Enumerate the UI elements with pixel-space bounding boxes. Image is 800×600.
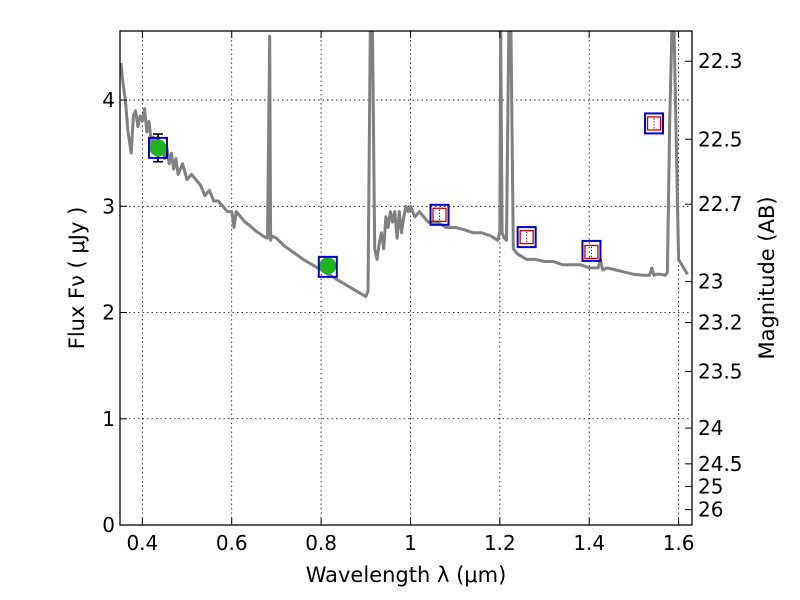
x-axis-title: Wavelength λ (μm) [306, 563, 507, 587]
upper-limit-square [584, 244, 599, 260]
magnitude-tick-label: 22.7 [698, 192, 743, 216]
x-tick-label: 1.6 [663, 531, 695, 555]
x-tick-label: 1.4 [573, 531, 605, 555]
y-tick-label: 2 [102, 301, 115, 325]
magnitude-tick-label: 23 [698, 270, 723, 294]
x-tick-label: 0.4 [126, 531, 158, 555]
model-photometry-square [317, 255, 338, 278]
model-photometry-square [581, 239, 602, 262]
y-axis-title: Flux Fν ( μJy ) [65, 207, 89, 350]
x-tick-label: 0.8 [305, 531, 337, 555]
plot-frame [119, 30, 693, 526]
model-photometry-square [644, 112, 665, 135]
axis-ticks [120, 31, 692, 526]
y-tick-label: 4 [102, 88, 115, 112]
upper-limit-square [432, 207, 447, 222]
model-photometry-square [429, 203, 450, 226]
magnitude-tick-label: 26 [698, 498, 723, 522]
magnitude-tick-label: 23.2 [698, 311, 743, 335]
model-photometry-square [147, 136, 168, 159]
model-photometry-square [516, 226, 537, 249]
x-tick-label: 1.2 [484, 531, 516, 555]
magnitude-tick-label: 23.5 [698, 359, 743, 383]
magnitude-tick-label: 22.5 [698, 127, 743, 151]
upper-limit-square [519, 229, 534, 245]
x-tick-label: 1 [404, 531, 417, 555]
y-tick-label: 1 [102, 407, 115, 431]
magnitude-tick-label: 25 [698, 474, 723, 498]
observed-point [149, 139, 167, 157]
magnitude-tick-label: 24.5 [698, 452, 743, 476]
sed-model-line [120, 31, 689, 299]
magnitude-tick-label: 24 [698, 416, 723, 440]
photometry-markers [147, 112, 665, 278]
x-tick-label: 0.6 [216, 531, 248, 555]
tick-labels: 0.4 0.6 0.8 1 1.2 1.4 1.60123422.322.522.72323… [102, 49, 742, 555]
y-tick-label: 3 [102, 194, 115, 218]
magnitude-axis-title: Magnitude (AB) [755, 196, 779, 359]
observed-point [319, 257, 337, 275]
y-tick-label: 0 [102, 513, 115, 537]
upper-limit-square [646, 116, 662, 131]
x-axis-title-text: Wavelength λ (μm) [306, 563, 507, 587]
magnitude-tick-label: 22.3 [698, 49, 743, 73]
plot-area [120, 31, 689, 299]
